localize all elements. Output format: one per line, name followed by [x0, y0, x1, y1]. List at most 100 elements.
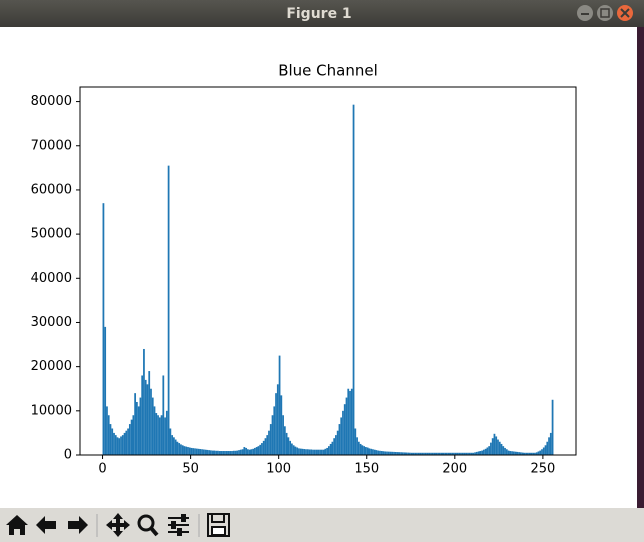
bar	[523, 452, 526, 455]
home-button[interactable]	[6, 515, 28, 535]
bar	[403, 452, 406, 455]
bar	[461, 452, 464, 455]
bar	[188, 447, 191, 455]
zoom-button[interactable]	[137, 514, 155, 532]
bar	[155, 413, 158, 455]
bar	[518, 452, 520, 455]
bar	[157, 415, 159, 455]
y-tick-label: 30000	[31, 315, 72, 330]
minimize-icon	[581, 13, 589, 15]
bar	[521, 452, 524, 455]
bar	[490, 442, 492, 455]
window-buttons[interactable]	[577, 5, 633, 21]
bar	[208, 450, 210, 455]
bar	[454, 452, 457, 455]
bar	[136, 401, 138, 455]
bar	[428, 452, 431, 455]
bar	[551, 399, 554, 455]
toolbar-icons[interactable]	[6, 513, 230, 537]
bar	[187, 447, 189, 455]
bar	[150, 388, 152, 455]
bar	[417, 452, 420, 455]
bar	[401, 452, 404, 455]
bar	[338, 424, 341, 455]
bar	[431, 452, 434, 455]
bar	[231, 451, 233, 455]
y-tick-label: 50000	[31, 227, 72, 242]
axes-frame	[79, 86, 577, 456]
bar	[313, 449, 316, 455]
bar	[380, 451, 383, 455]
bar	[211, 450, 214, 455]
bar	[502, 446, 505, 455]
window-title: Figure 1	[286, 6, 351, 22]
forward-button[interactable]	[68, 516, 88, 534]
plot: 0 50 100 150 200 250 0 10000 20000 30000 40000 5000…	[31, 94, 556, 476]
save-icon-top	[211, 513, 225, 523]
bar	[190, 447, 193, 455]
bar	[509, 451, 512, 455]
y-tick-label: 60000	[31, 182, 72, 197]
bar	[463, 452, 466, 455]
bar	[488, 446, 491, 455]
bar	[363, 446, 365, 455]
bar	[280, 395, 283, 455]
configure-button[interactable]	[168, 514, 189, 536]
back-button[interactable]	[36, 516, 56, 534]
bar	[160, 415, 163, 455]
bar	[118, 438, 121, 455]
y-tick-label: 0	[64, 448, 72, 463]
bar	[183, 446, 186, 455]
bar	[468, 452, 471, 455]
bar	[542, 447, 545, 455]
bar	[185, 446, 188, 455]
bar	[343, 404, 346, 455]
bar	[495, 436, 498, 455]
bar	[519, 452, 522, 455]
bar	[483, 449, 485, 455]
bar	[498, 441, 501, 455]
bar	[248, 449, 251, 455]
bar	[111, 428, 114, 455]
bar	[197, 448, 200, 455]
bar	[134, 393, 137, 455]
bar	[158, 417, 161, 455]
y-tick-label: 10000	[31, 403, 72, 418]
bar	[384, 451, 387, 455]
bar	[246, 449, 249, 455]
bar	[278, 355, 281, 455]
bar	[405, 452, 408, 455]
bar	[391, 451, 394, 455]
bar	[423, 452, 425, 455]
bar	[273, 406, 276, 455]
maximize-button[interactable]	[597, 5, 613, 21]
bar	[324, 448, 327, 455]
bar	[467, 452, 469, 455]
bar	[409, 452, 411, 455]
bar	[305, 449, 307, 455]
bar	[285, 432, 288, 455]
bar	[227, 451, 230, 455]
y-tick-label: 40000	[31, 271, 72, 286]
bar	[537, 451, 540, 455]
bar	[419, 452, 422, 455]
bar	[167, 165, 170, 455]
bar	[412, 452, 415, 455]
bar	[370, 448, 373, 455]
bar	[525, 452, 528, 455]
bar	[372, 449, 374, 455]
bar	[171, 435, 173, 455]
bar	[222, 451, 225, 455]
bar	[484, 448, 487, 455]
bar	[322, 449, 325, 455]
bar	[306, 449, 309, 455]
bar	[336, 430, 339, 455]
bar	[204, 449, 207, 455]
bar	[107, 415, 110, 455]
bar	[128, 424, 131, 455]
bar	[347, 388, 350, 455]
bar	[387, 451, 390, 455]
bar	[209, 450, 212, 455]
bar	[123, 432, 126, 455]
